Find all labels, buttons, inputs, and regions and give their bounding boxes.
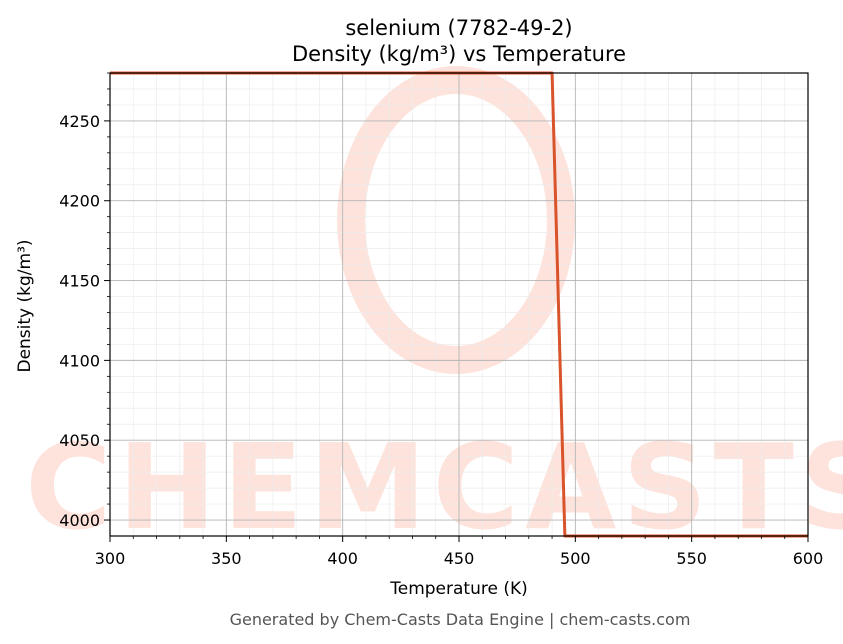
x-tick-label: 400 — [327, 549, 358, 568]
y-axis-ticks: 4000 4050 4100 4150 4200 4250 — [59, 72, 110, 530]
y-axis-label: Density (kg/m³) — [15, 239, 35, 372]
chart-subtitle: Density (kg/m³) vs Temperature — [292, 42, 626, 66]
x-tick-label: 500 — [560, 549, 591, 568]
footer-credit: Generated by Chem-Casts Data Engine | ch… — [230, 610, 691, 629]
x-axis-label: Temperature (K) — [389, 579, 528, 599]
chart-title: selenium (7782-49-2) — [345, 16, 572, 40]
x-tick-label: 300 — [95, 549, 126, 568]
watermark-text: CHEMCASTS — [25, 418, 843, 556]
x-tick-label: 350 — [211, 549, 242, 568]
x-axis-ticks: 300 350 400 450 500 550 600 — [95, 536, 824, 568]
x-tick-label: 450 — [444, 549, 475, 568]
watermark-logo-ring — [337, 66, 575, 374]
y-tick-label: 4050 — [59, 431, 100, 450]
major-grid — [109, 73, 809, 536]
x-tick-label: 550 — [676, 549, 707, 568]
y-tick-label: 4200 — [59, 192, 100, 211]
y-tick-label: 4000 — [59, 511, 100, 530]
y-tick-label: 4150 — [59, 272, 100, 291]
watermark: CHEMCASTS — [25, 66, 843, 556]
y-tick-label: 4100 — [59, 351, 100, 370]
y-tick-label: 4250 — [59, 112, 100, 131]
x-tick-label: 600 — [793, 549, 824, 568]
